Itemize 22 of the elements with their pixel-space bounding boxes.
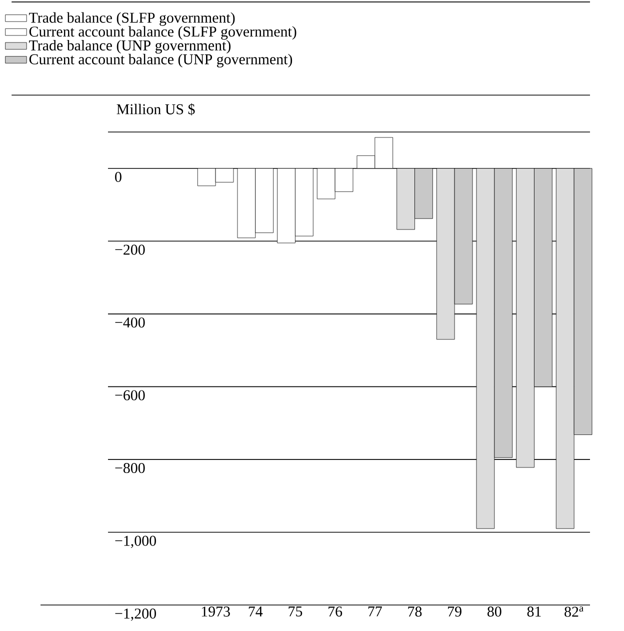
x-tick-label: 80: [487, 606, 502, 617]
y-tick-label: −800: [115, 462, 145, 474]
x-tick-label: 77: [368, 606, 382, 616]
x-tick-label: 76: [328, 606, 342, 617]
x-tick-label: 74: [248, 606, 263, 616]
x-tick-label: 82$^{a}$: [564, 606, 584, 617]
legend-label: Trade balance (UNP government): [29, 40, 231, 54]
y-axis-title: Million US $: [116, 103, 195, 116]
legend-label: Current account balance (UNP government): [29, 54, 292, 68]
y-tick-label: 0: [115, 172, 122, 182]
legend-label: Trade balance (SLFP government): [29, 12, 235, 26]
y-tick-label: −1,000: [115, 536, 156, 548]
legend-label: Current account balance (SLFP government): [29, 26, 296, 40]
y-tick-label: −600: [115, 390, 145, 400]
x-tick-label: 78: [408, 606, 422, 617]
x-tick-label: 1973: [202, 606, 230, 617]
y-tick-label: −200: [115, 244, 145, 255]
x-tick-label: 79: [448, 606, 462, 617]
x-tick-label: 75: [288, 606, 302, 616]
x-tick-label: 81: [527, 606, 541, 617]
y-tick-label: −1,200: [115, 608, 156, 621]
y-tick-label: −400: [115, 317, 145, 328]
